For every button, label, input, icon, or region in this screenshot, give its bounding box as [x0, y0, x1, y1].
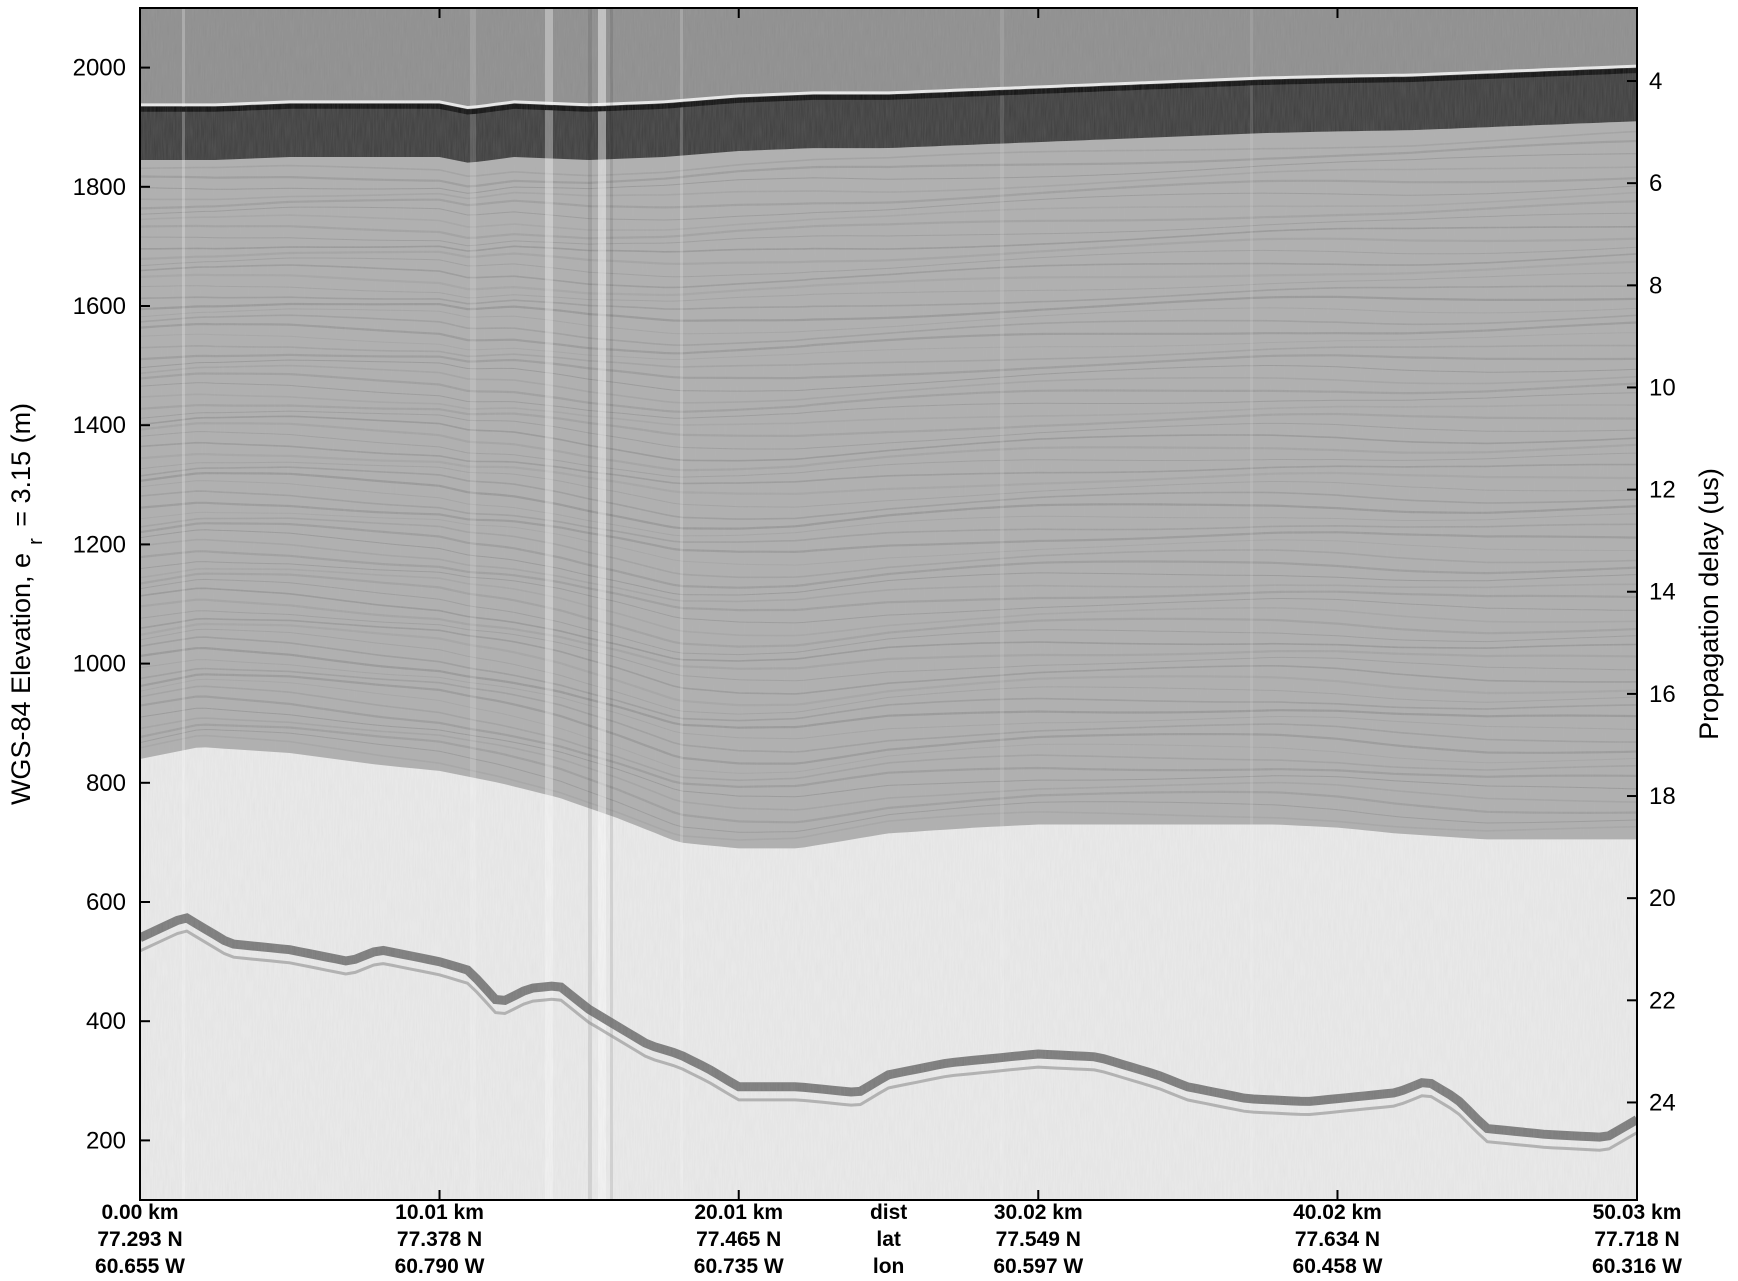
bottom-axis-lat-label: 77.465 N — [696, 1228, 781, 1251]
right-axis-tick-label: 6 — [1649, 170, 1662, 197]
bottom-axis-lon-label: 60.316 W — [1592, 1255, 1682, 1278]
bottom-axis-lon-label: 60.790 W — [395, 1255, 485, 1278]
right-axis-tick-label: 12 — [1649, 477, 1676, 504]
right-axis-tick-label: 22 — [1649, 987, 1676, 1014]
echogram-plot-area — [140, 8, 1637, 1200]
right-axis-tick-label: 18 — [1649, 783, 1676, 810]
bottom-axis-lat-label: 77.634 N — [1295, 1228, 1380, 1251]
left-axis-tick-label: 1600 — [73, 293, 126, 320]
bottom-axis-row-name: lon — [873, 1255, 905, 1278]
bottom-axis-lat-label: 77.549 N — [996, 1228, 1081, 1251]
left-axis-tick-label: 200 — [86, 1127, 126, 1154]
left-axis-title-main: WGS-84 Elevation, e — [6, 553, 36, 805]
bottom-axis-row-name: dist — [870, 1201, 907, 1224]
left-axis: 200 400 600 800 1000 1200 1400 1600 1800 2000 — [73, 55, 150, 1154]
bottom-axis-lon-label: 60.655 W — [95, 1255, 185, 1278]
grain-overlay — [140, 8, 1637, 1200]
bottom-axis-row-name: lat — [876, 1228, 901, 1251]
right-axis: 4 6 8 10 12 14 16 18 20 22 24 — [1627, 68, 1676, 1116]
left-axis-tick-label: 1200 — [73, 531, 126, 558]
bottom-axis-lon-label: 60.458 W — [1293, 1255, 1383, 1278]
bottom-axis-lon-label: 60.597 W — [993, 1255, 1083, 1278]
left-axis-tick-label: 1000 — [73, 651, 126, 678]
bottom-axis-dist-label: 0.00 km — [101, 1201, 178, 1224]
left-axis-tick-label: 600 — [86, 889, 126, 916]
right-axis-title: Propagation delay (us) — [1694, 468, 1724, 740]
left-axis-tick-label: 400 — [86, 1008, 126, 1035]
bottom-axis-dist-label: 10.01 km — [395, 1201, 484, 1224]
right-axis-tick-label: 20 — [1649, 885, 1676, 912]
right-axis-tick-label: 24 — [1649, 1089, 1676, 1116]
bottom-axis-dist-label: 20.01 km — [694, 1201, 783, 1224]
left-axis-tick-label: 800 — [86, 770, 126, 797]
bottom-axis-lat-label: 77.378 N — [397, 1228, 482, 1251]
bottom-axis-lon-label: 60.735 W — [694, 1255, 784, 1278]
bottom-axis-dist-label: 30.02 km — [994, 1201, 1083, 1224]
right-axis-tick-label: 8 — [1649, 272, 1662, 299]
bottom-axis-lat-label: 77.718 N — [1594, 1228, 1679, 1251]
left-axis-title-tail: = 3.15 (m) — [6, 403, 36, 534]
right-axis-tick-label: 4 — [1649, 68, 1662, 95]
right-axis-tick-label: 10 — [1649, 374, 1676, 401]
right-axis-tick-label: 14 — [1649, 579, 1676, 606]
left-axis-title-subscript: r — [25, 538, 47, 545]
plot-frame — [139, 7, 1638, 1201]
bottom-axis-dist-label: 40.02 km — [1293, 1201, 1382, 1224]
left-axis-tick-label: 1800 — [73, 174, 126, 201]
bottom-axis-dist-label: 50.03 km — [1593, 1201, 1682, 1224]
bottom-axis: 0.00 km 77.293 N 60.655 W 10.01 km 77.378 N 6… — [95, 8, 1682, 1278]
left-axis-tick-label: 2000 — [73, 55, 126, 82]
bottom-axis-lat-label: 77.293 N — [97, 1228, 182, 1251]
right-axis-tick-label: 16 — [1649, 681, 1676, 708]
left-axis-title: WGS-84 Elevation, e r = 3.15 (m) — [6, 403, 47, 805]
left-axis-tick-label: 1400 — [73, 412, 126, 439]
